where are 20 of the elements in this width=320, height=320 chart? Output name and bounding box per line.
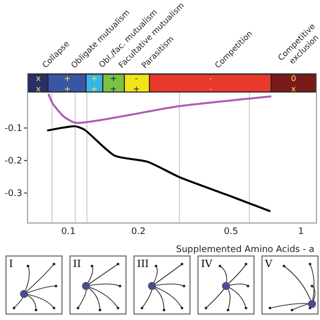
annotation: + + bbox=[64, 74, 71, 94]
annotation: 0 x bbox=[291, 74, 296, 94]
y-tick-label: -0.1 bbox=[4, 124, 22, 134]
annotation: x x bbox=[36, 74, 41, 94]
y-tick-label: -0.2 bbox=[4, 156, 22, 167]
text: III bbox=[137, 259, 149, 270]
annotation: - - bbox=[209, 74, 212, 94]
x-tick-label: 0.2 bbox=[131, 227, 146, 238]
x-tick-label: 0.1 bbox=[61, 227, 76, 238]
annotation: + + bbox=[110, 74, 117, 94]
text: V bbox=[264, 259, 273, 270]
annotation: - + bbox=[133, 74, 140, 94]
x-tick-label: 1 bbox=[298, 227, 304, 238]
x-tick-label: 0.5 bbox=[224, 227, 238, 238]
text: II bbox=[73, 259, 81, 270]
x-axis-title: Supplemented Amino Acids - a bbox=[176, 245, 314, 255]
y-tick-label: -0.3 bbox=[4, 189, 22, 200]
text: IV bbox=[201, 259, 213, 270]
annotation: + + bbox=[91, 74, 98, 94]
text: I bbox=[9, 259, 13, 270]
